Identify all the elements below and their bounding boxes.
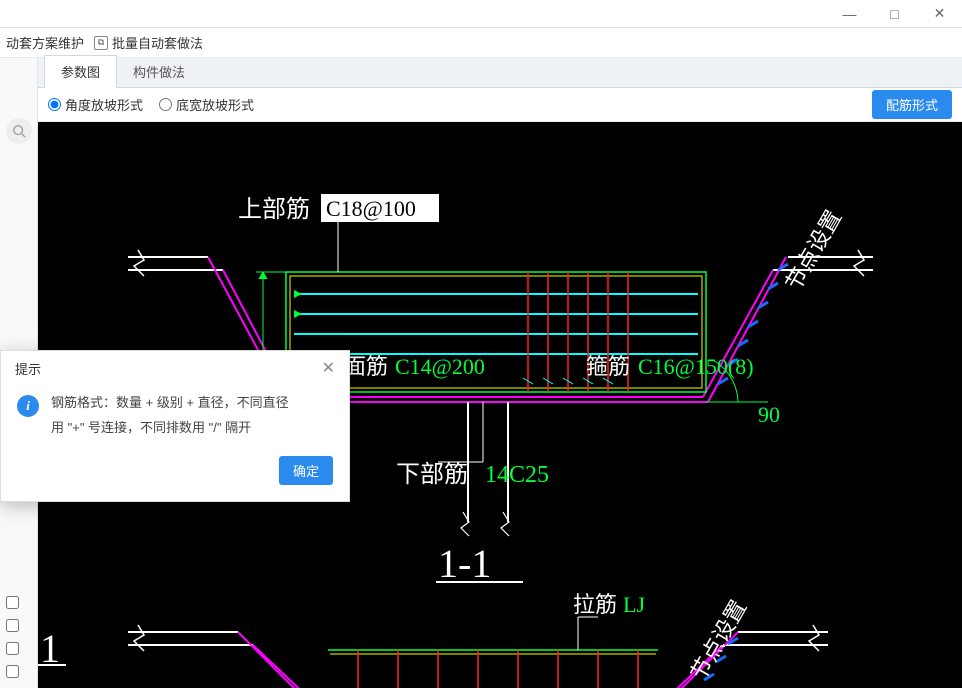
info-icon: i: [17, 395, 39, 417]
stirrup-label: 箍筋: [586, 354, 630, 379]
toolbar-item-scheme[interactable]: 动套方案维护: [6, 33, 84, 52]
tab-methods[interactable]: 构件做法: [117, 56, 201, 87]
sidebar-checkboxes: [6, 596, 19, 678]
hint-dialog: 提示 ✕ i 钢筋格式：数量 + 级别 + 直径，不同直径 用 "+" 号连接，…: [0, 350, 350, 502]
dialog-header: 提示 ✕: [1, 351, 349, 385]
options-row: 角度放坡形式 底宽放坡形式 配筋形式: [38, 88, 962, 122]
toolbar-item-label: 批量自动套做法: [112, 33, 203, 52]
window-titlebar: — □ ✕: [0, 0, 962, 28]
tab-params[interactable]: 参数图: [44, 55, 117, 88]
node-settings-upper[interactable]: 节点设置: [781, 206, 847, 295]
slope-angle[interactable]: 90: [758, 402, 780, 427]
side-rebar-value[interactable]: C14@200: [395, 354, 485, 379]
top-rebar-value[interactable]: C18@100: [326, 196, 416, 221]
stirrup-value[interactable]: C16@150(8): [638, 354, 754, 379]
dialog-footer: 确定: [1, 456, 349, 501]
close-button[interactable]: ✕: [917, 0, 962, 28]
slope-radio-group: 角度放坡形式 底宽放坡形式: [48, 95, 254, 114]
dialog-close-icon[interactable]: ✕: [316, 356, 341, 380]
search-icon[interactable]: [6, 118, 32, 144]
tie-value[interactable]: LJ: [623, 592, 645, 617]
dialog-line2: 用 "+" 号连接，不同排数用 "/" 隔开: [51, 416, 289, 441]
dialog-ok-button[interactable]: 确定: [279, 456, 333, 485]
rebar-form-button[interactable]: 配筋形式: [872, 90, 952, 119]
node-settings-lower[interactable]: 节点设置: [686, 596, 752, 685]
sidebar-check-2[interactable]: [6, 619, 19, 632]
left-section-number: 1: [40, 626, 60, 671]
radio-width-input[interactable]: [159, 98, 172, 111]
sidebar-check-3[interactable]: [6, 642, 19, 655]
window-controls: — □ ✕: [827, 0, 962, 28]
dialog-title: 提示: [15, 359, 41, 378]
batch-icon: ⧉: [94, 36, 108, 50]
sidebar-check-1[interactable]: [6, 596, 19, 609]
radio-width-slope[interactable]: 底宽放坡形式: [159, 95, 254, 114]
top-rebar-label: 上部筋: [238, 196, 310, 223]
maximize-button[interactable]: □: [872, 0, 917, 28]
dialog-message: 钢筋格式：数量 + 级别 + 直径，不同直径 用 "+" 号连接，不同排数用 "…: [51, 391, 289, 440]
radio-label: 底宽放坡形式: [176, 95, 254, 114]
tie-label: 拉筋: [573, 592, 617, 617]
bottom-rebar-label: 下部筋: [396, 461, 468, 488]
minimize-button[interactable]: —: [827, 0, 872, 28]
section-title: 1-1: [438, 541, 491, 586]
side-rebar-label: 面筋: [344, 354, 388, 379]
toolbar-item-label: 动套方案维护: [6, 33, 84, 52]
sidebar-check-4[interactable]: [6, 665, 19, 678]
app-toolbar: 动套方案维护 ⧉ 批量自动套做法: [0, 28, 962, 58]
tab-bar: 参数图 构件做法: [38, 58, 962, 88]
bottom-rebar-value[interactable]: 14C25: [485, 462, 549, 488]
dialog-body: i 钢筋格式：数量 + 级别 + 直径，不同直径 用 "+" 号连接，不同排数用…: [1, 385, 349, 456]
dialog-line1: 钢筋格式：数量 + 级别 + 直径，不同直径: [51, 391, 289, 416]
toolbar-item-batch[interactable]: ⧉ 批量自动套做法: [94, 33, 203, 52]
radio-angle-input[interactable]: [48, 98, 61, 111]
radio-label: 角度放坡形式: [65, 95, 143, 114]
radio-angle-slope[interactable]: 角度放坡形式: [48, 95, 143, 114]
